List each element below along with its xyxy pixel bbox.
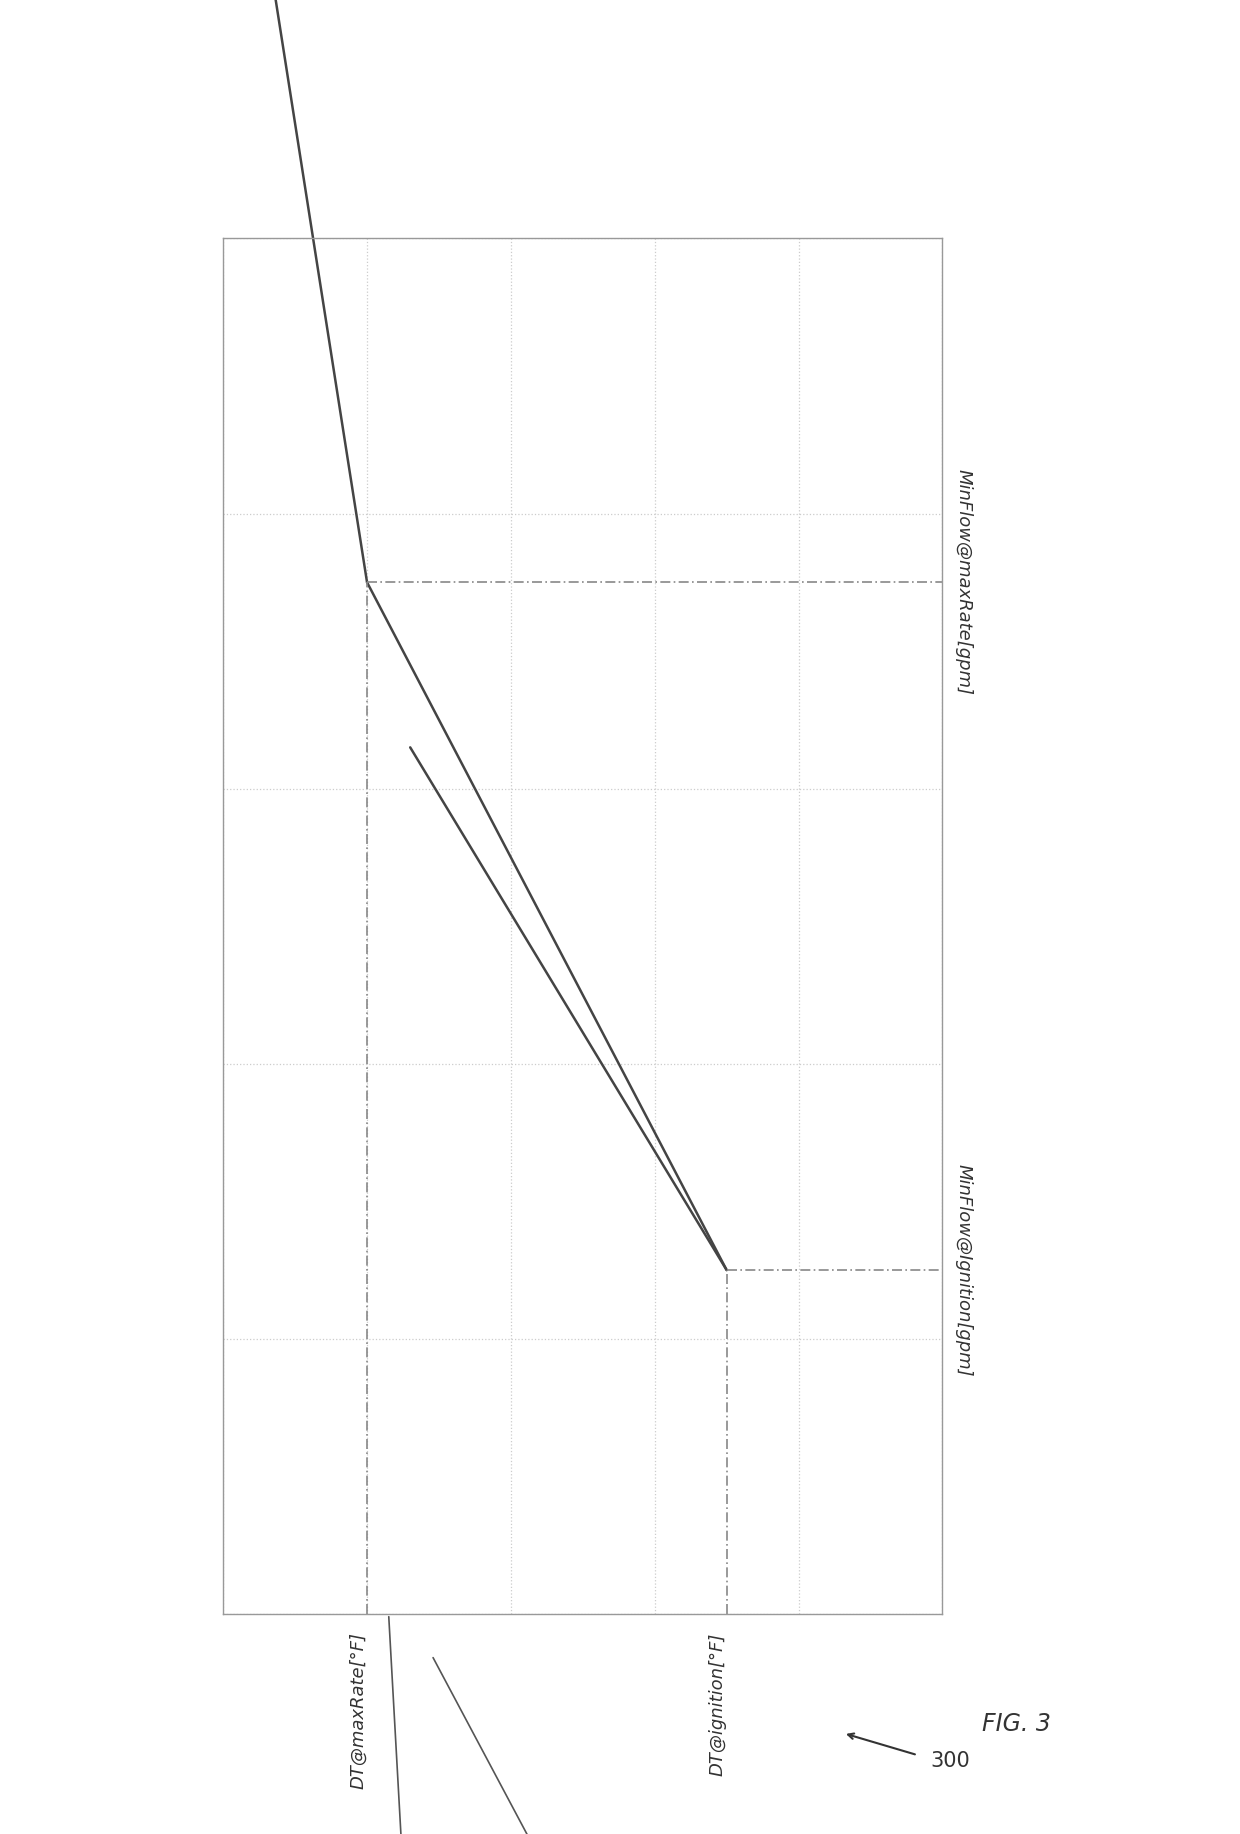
Text: 302: 302 xyxy=(383,1618,423,1834)
Text: MinFlow@Ignition[gpm]: MinFlow@Ignition[gpm] xyxy=(955,1165,973,1376)
Text: 306: 306 xyxy=(433,1658,567,1834)
Text: DT@maxRate[°F]: DT@maxRate[°F] xyxy=(348,1632,367,1790)
Text: DT@ignition[°F]: DT@ignition[°F] xyxy=(708,1632,727,1775)
Text: FIG. 3: FIG. 3 xyxy=(982,1711,1052,1737)
Text: 300: 300 xyxy=(930,1751,970,1770)
Text: MinFlow@maxRate[gpm]: MinFlow@maxRate[gpm] xyxy=(955,470,973,695)
